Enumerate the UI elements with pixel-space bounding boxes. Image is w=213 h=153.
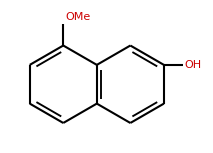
Text: OMe: OMe xyxy=(65,12,91,22)
Text: OH: OH xyxy=(185,60,202,70)
